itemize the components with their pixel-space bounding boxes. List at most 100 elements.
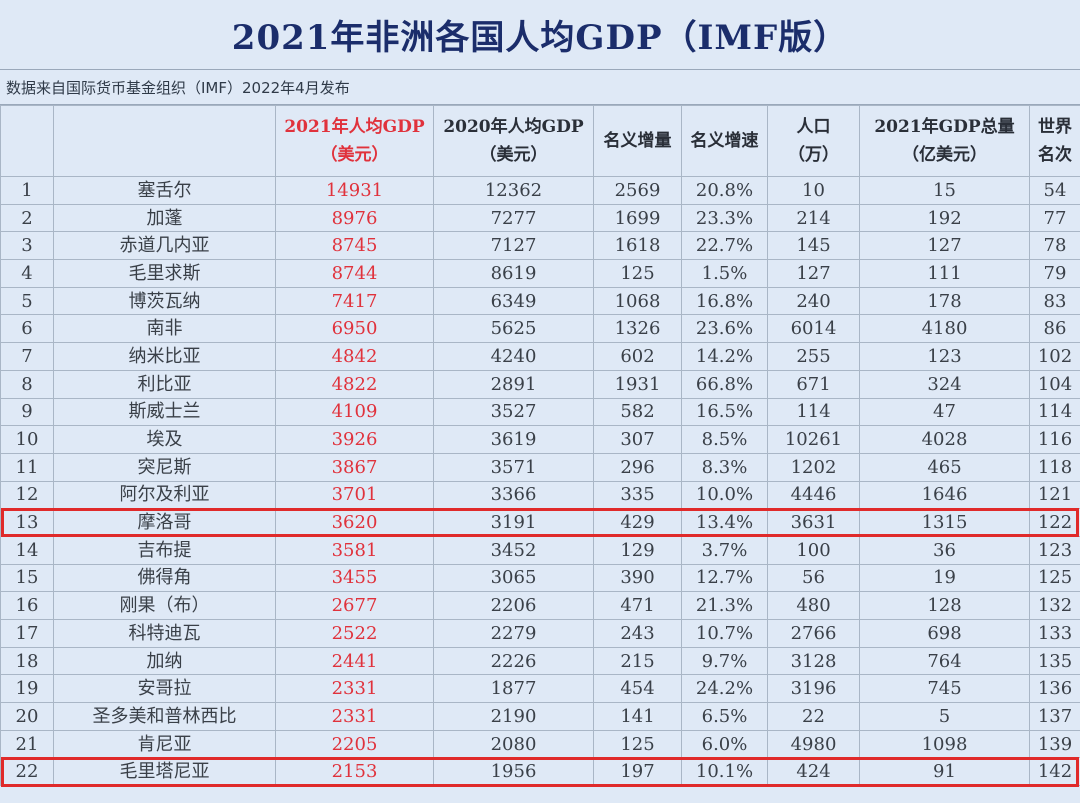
cell-gdp-2020: 3619 — [433, 425, 594, 454]
cell-country: 突尼斯 — [53, 452, 276, 482]
cell-nominal-growth: 141 — [593, 702, 682, 731]
header-nominal-rate: 名义增速 — [681, 105, 768, 177]
cell-gdp-2020: 8619 — [433, 259, 594, 288]
cell-gdp-2021: 3581 — [275, 535, 434, 565]
cell-country: 吉布提 — [53, 535, 276, 565]
table-row: 17 科特迪瓦 2522 2279 243 10.7% 2766 698 133 — [0, 619, 1080, 648]
cell-population: 100 — [767, 535, 860, 565]
cell-index: 3 — [0, 231, 54, 261]
header-population: 人口 （万） — [767, 105, 860, 177]
table-row: 4 毛里求斯 8744 8619 125 1.5% 127 111 79 — [0, 259, 1080, 288]
cell-gdp-2021: 2441 — [275, 646, 434, 676]
table-body: 1 塞舌尔 14931 12362 2569 20.8% 10 15 54 2 加蓬 8976 7277… — [0, 176, 1080, 787]
cell-gdp-2020: 12362 — [433, 176, 594, 205]
cell-gdp-total: 36 — [859, 535, 1030, 565]
gdp-table: 2021年人均GDP （美元） 2020年人均GDP （美元） 名义增量 名义增… — [0, 105, 1080, 787]
cell-gdp-2021: 4842 — [275, 342, 434, 371]
cell-nominal-growth: 602 — [593, 342, 682, 371]
cell-population: 1202 — [767, 452, 860, 482]
cell-population: 671 — [767, 369, 860, 399]
cell-country: 安哥拉 — [53, 674, 276, 704]
cell-gdp-2021: 2522 — [275, 619, 434, 648]
header-gdp-total-line2: （亿美元） — [902, 145, 987, 165]
cell-gdp-2021: 3867 — [275, 452, 434, 482]
cell-index: 21 — [0, 729, 54, 759]
cell-population: 3128 — [767, 646, 860, 676]
cell-index: 4 — [0, 259, 54, 288]
cell-nominal-rate: 6.5% — [681, 702, 768, 731]
header-country — [53, 105, 276, 177]
cell-nominal-rate: 10.1% — [681, 757, 768, 787]
cell-gdp-2020: 2226 — [433, 646, 594, 676]
table-row: 6 南非 6950 5625 1326 23.6% 6014 4180 86 — [0, 314, 1080, 344]
cell-population: 424 — [767, 757, 860, 787]
cell-world-rank: 54 — [1029, 176, 1080, 205]
cell-nominal-growth: 1618 — [593, 231, 682, 261]
cell-world-rank: 139 — [1029, 729, 1080, 759]
cell-world-rank: 137 — [1029, 702, 1080, 731]
cell-gdp-total: 5 — [859, 702, 1030, 731]
cell-nominal-rate: 16.8% — [681, 286, 768, 316]
cell-gdp-total: 128 — [859, 591, 1030, 620]
cell-country: 圣多美和普林西比 — [53, 702, 276, 731]
cell-gdp-2020: 2279 — [433, 619, 594, 648]
header-gdp-2021: 2021年人均GDP （美元） — [275, 105, 434, 177]
cell-world-rank: 78 — [1029, 231, 1080, 261]
header-world-rank: 世界 名次 — [1029, 105, 1080, 177]
cell-nominal-growth: 243 — [593, 619, 682, 648]
table-row: 15 佛得角 3455 3065 390 12.7% 56 19 125 — [0, 563, 1080, 593]
cell-world-rank: 123 — [1029, 535, 1080, 565]
header-world-rank-line2: 名次 — [1038, 145, 1072, 165]
cell-nominal-growth: 125 — [593, 259, 682, 288]
cell-nominal-rate: 10.0% — [681, 480, 768, 510]
cell-nominal-rate: 23.6% — [681, 314, 768, 344]
cell-nominal-growth: 197 — [593, 757, 682, 787]
cell-gdp-total: 19 — [859, 563, 1030, 593]
cell-nominal-rate: 12.7% — [681, 563, 768, 593]
cell-gdp-total: 15 — [859, 176, 1030, 205]
cell-nominal-rate: 8.3% — [681, 452, 768, 482]
cell-index: 16 — [0, 591, 54, 620]
cell-nominal-rate: 6.0% — [681, 729, 768, 759]
cell-gdp-2021: 2331 — [275, 674, 434, 704]
cell-index: 11 — [0, 452, 54, 482]
cell-gdp-2021: 8745 — [275, 231, 434, 261]
cell-gdp-total: 123 — [859, 342, 1030, 371]
cell-country: 肯尼亚 — [53, 729, 276, 759]
cell-gdp-2021: 3701 — [275, 480, 434, 510]
cell-nominal-growth: 454 — [593, 674, 682, 704]
cell-world-rank: 104 — [1029, 369, 1080, 399]
cell-nominal-rate: 13.4% — [681, 508, 768, 537]
table-row: 22 毛里塔尼亚 2153 1956 197 10.1% 424 91 142 — [0, 757, 1080, 787]
table-row: 3 赤道几内亚 8745 7127 1618 22.7% 145 127 78 — [0, 231, 1080, 261]
table-row: 21 肯尼亚 2205 2080 125 6.0% 4980 1098 139 — [0, 729, 1080, 759]
cell-nominal-growth: 215 — [593, 646, 682, 676]
cell-nominal-rate: 24.2% — [681, 674, 768, 704]
cell-nominal-growth: 129 — [593, 535, 682, 565]
cell-world-rank: 83 — [1029, 286, 1080, 316]
cell-nominal-rate: 66.8% — [681, 369, 768, 399]
cell-gdp-total: 698 — [859, 619, 1030, 648]
table-header-row: 2021年人均GDP （美元） 2020年人均GDP （美元） 名义增量 名义增… — [0, 105, 1080, 177]
cell-gdp-total: 91 — [859, 757, 1030, 787]
cell-population: 10 — [767, 176, 860, 205]
cell-nominal-growth: 1068 — [593, 286, 682, 316]
cell-nominal-growth: 429 — [593, 508, 682, 537]
cell-country: 博茨瓦纳 — [53, 286, 276, 316]
cell-gdp-2020: 1956 — [433, 757, 594, 787]
cell-population: 127 — [767, 259, 860, 288]
cell-index: 9 — [0, 397, 54, 427]
cell-nominal-growth: 582 — [593, 397, 682, 427]
cell-gdp-2020: 3065 — [433, 563, 594, 593]
table-row: 13 摩洛哥 3620 3191 429 13.4% 3631 1315 122 — [0, 508, 1080, 537]
table-row: 20 圣多美和普林西比 2331 2190 141 6.5% 22 5 137 — [0, 702, 1080, 731]
header-gdp-2020-line2: （美元） — [479, 145, 548, 165]
cell-gdp-total: 178 — [859, 286, 1030, 316]
table-row: 9 斯威士兰 4109 3527 582 16.5% 114 47 114 — [0, 397, 1080, 427]
table-row: 2 加蓬 8976 7277 1699 23.3% 214 192 77 — [0, 203, 1080, 233]
cell-index: 5 — [0, 286, 54, 316]
cell-population: 114 — [767, 397, 860, 427]
cell-world-rank: 114 — [1029, 397, 1080, 427]
cell-nominal-growth: 335 — [593, 480, 682, 510]
cell-world-rank: 86 — [1029, 314, 1080, 344]
